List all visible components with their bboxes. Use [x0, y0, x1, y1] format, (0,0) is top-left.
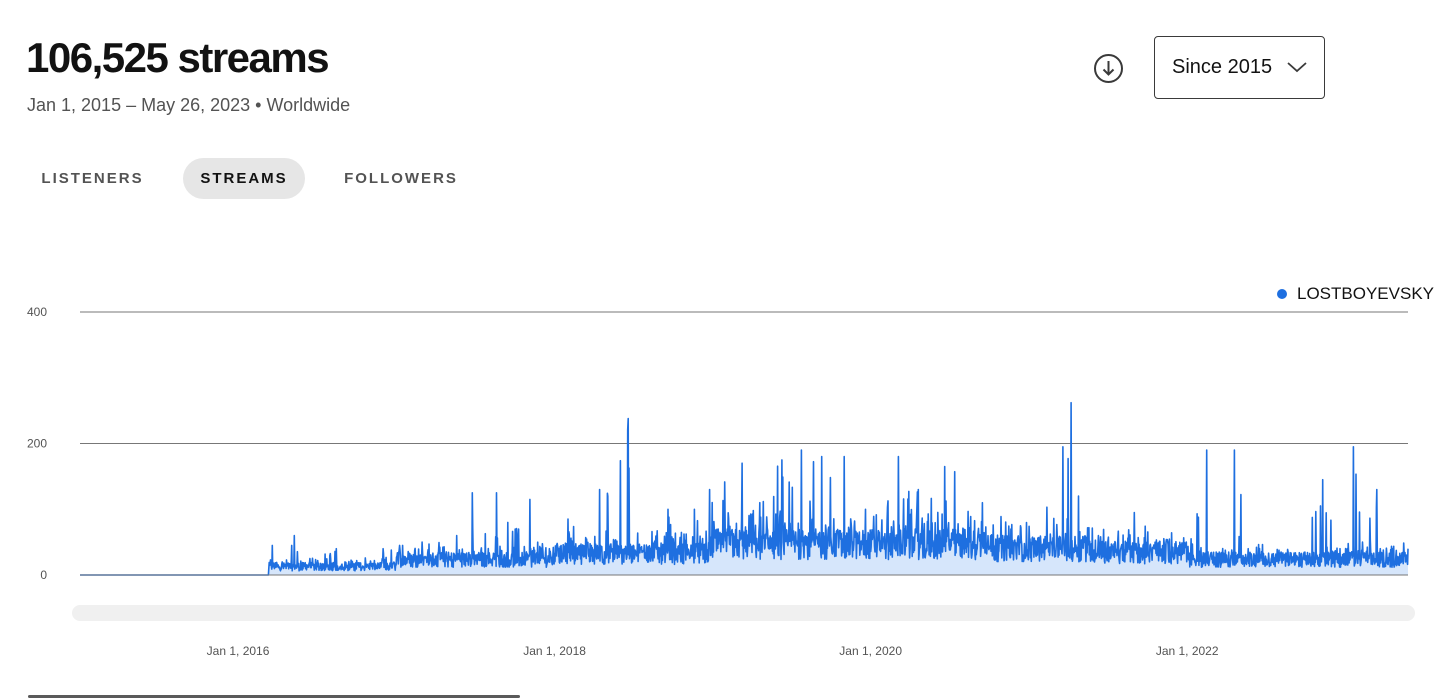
x-tick-label: Jan 1, 2020: [839, 644, 902, 658]
y-tick-label: 0: [40, 568, 47, 582]
y-axis: 0 200 400: [27, 305, 47, 582]
x-tick-label: Jan 1, 2022: [1156, 644, 1219, 658]
legend-marker: [1277, 289, 1287, 299]
y-tick-label: 400: [27, 305, 47, 319]
streams-chart: 0 200 400 Jan 1, 2016 Jan 1, 2018 Jan 1, 202…: [27, 284, 1434, 658]
x-tick-label: Jan 1, 2016: [207, 644, 270, 658]
date-range-subtitle: Jan 1, 2015 – May 26, 2023 • Worldwide: [27, 93, 350, 117]
plot-area: [79, 401, 1409, 576]
y-tick-label: 200: [27, 437, 47, 451]
time-range-select[interactable]: Since 2015: [1154, 36, 1325, 99]
horizontal-scrollbar[interactable]: [28, 695, 520, 698]
download-button[interactable]: [1093, 53, 1124, 84]
x-axis: Jan 1, 2016 Jan 1, 2018 Jan 1, 2020 Jan 1, …: [207, 644, 1219, 658]
download-circle-icon: [1094, 54, 1123, 83]
time-range-value: Since 2015: [1172, 56, 1273, 78]
streams-total-title: 106,525 streams: [26, 34, 330, 81]
chart-legend: LOSTBOYEVSKY: [1277, 284, 1434, 303]
tab-followers[interactable]: FOLLOWERS: [344, 170, 458, 187]
region-text: Worldwide: [266, 95, 351, 115]
tab-streams[interactable]: STREAMS: [183, 158, 305, 199]
date-range-text: Jan 1, 2015 – May 26, 2023: [27, 95, 251, 115]
legend-label-lostboyevsky: LOSTBOYEVSKY: [1297, 284, 1434, 303]
timeline-scrubber[interactable]: [72, 605, 1415, 621]
series-line-lostboyevsky: [79, 401, 1409, 576]
x-tick-label: Jan 1, 2018: [523, 644, 586, 658]
tab-listeners[interactable]: LISTENERS: [41, 170, 144, 187]
chevron-down-icon: [1287, 62, 1307, 73]
separator-dot: •: [255, 95, 262, 115]
